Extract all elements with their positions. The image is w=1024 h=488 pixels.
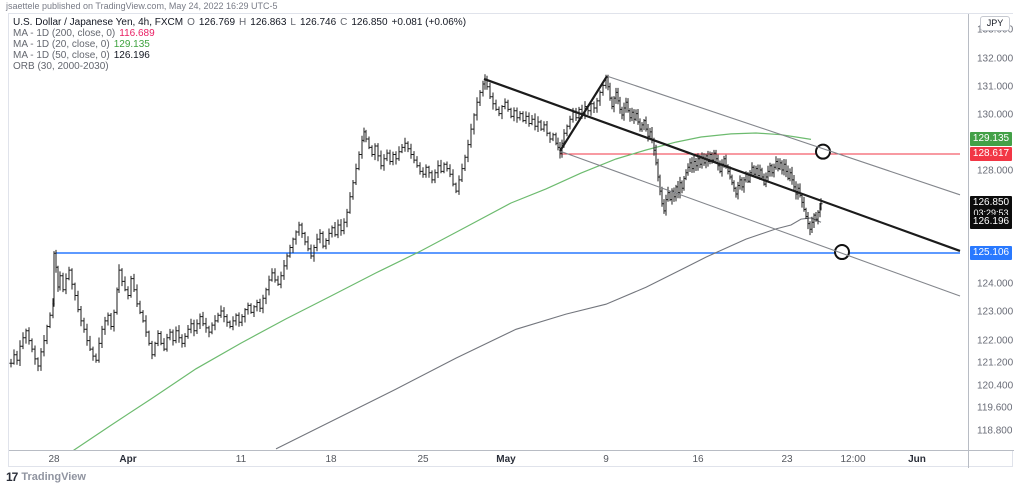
price-tick-label: 121.200 (977, 357, 1014, 369)
legend-text: ORB (30, 2000-2030) (13, 61, 109, 72)
legend-text: L (290, 17, 296, 28)
indicator-orb-row[interactable]: ORB (30, 2000-2030) (13, 61, 470, 72)
time-tick-label: 12:00 (840, 454, 866, 465)
badge-price: 129.135 (972, 133, 1010, 145)
legend-text: MA - 1D (200, close, 0) (13, 28, 116, 39)
legend-text: +0.081 (+0.06%) (391, 17, 467, 28)
price-tick-label: 128.000 (977, 165, 1014, 177)
time-tick-label: 18 (325, 454, 337, 465)
chart-legend: U.S. Dollar / Japanese Yen, 4h, FXCM O 126… (13, 17, 470, 72)
time-tick-label: Apr (119, 454, 137, 465)
ma20-line[interactable] (69, 132, 812, 450)
legend-text: 126.196 (113, 50, 150, 61)
legend-text: MA - 1D (20, close, 0) (13, 39, 110, 50)
price-tick-label: 122.000 (977, 335, 1014, 347)
time-tick-label: 25 (417, 454, 429, 465)
tradingview-logo-text: TradingView (21, 471, 86, 483)
price-tick-label: 120.400 (977, 380, 1014, 392)
legend-text: MA - 1D (50, close, 0) (13, 50, 110, 61)
hline-red-price-badge: 128.617 (970, 147, 1012, 161)
channel-upper-line[interactable] (606, 75, 961, 196)
price-tick-label: 123.000 (977, 306, 1014, 318)
price-tick-label: 131.000 (977, 81, 1014, 93)
badge-price: 125.106 (972, 247, 1010, 258)
time-axis[interactable]: 28 Apr 11 18 25 May 9 16 23 12:00 Jun (9, 450, 968, 468)
legend-text: C (340, 17, 348, 28)
channel-lower-line[interactable] (559, 150, 961, 297)
tradingview-attribution[interactable]: 17 TradingView (6, 470, 86, 484)
price-axis[interactable]: JPY 133.000132.000131.000130.000128.0001… (968, 14, 1013, 450)
price-tick-label: 118.800 (977, 425, 1013, 437)
attribution-text: jsaettele published on TradingView.com, … (6, 1, 278, 11)
time-tick-label: 11 (235, 454, 247, 465)
ma20-price-badge: 129.135 (970, 132, 1012, 147)
chart-widget: U.S. Dollar / Japanese Yen, 4h, FXCM O 126… (8, 13, 1014, 468)
price-bars[interactable] (9, 74, 823, 372)
price-tick-label: 119.600 (977, 402, 1013, 414)
legend-text: H (239, 17, 247, 28)
badge-price: 126.196 (972, 216, 1010, 228)
main-downtrend-line[interactable] (483, 77, 961, 252)
symbol-ohlc-row[interactable]: U.S. Dollar / Japanese Yen, 4h, FXCM O 126… (13, 17, 470, 28)
legend-text: O (187, 17, 195, 28)
chart-pane[interactable] (9, 14, 968, 450)
legend-text: 126.863 (250, 17, 287, 28)
time-tick-label: Jun (908, 454, 926, 465)
tradingview-logo-icon: 17 (6, 470, 18, 484)
time-axis-corner (968, 450, 1014, 468)
price-tick-label: 132.000 (977, 53, 1014, 65)
time-tick-label: 16 (692, 454, 704, 465)
indicator-ma50-row[interactable]: MA - 1D (50, close, 0) 126.196 (13, 50, 470, 61)
legend-text: 126.850 (351, 17, 388, 28)
ma50-price-badge: 126.196 (970, 215, 1012, 230)
time-tick-label: May (496, 454, 516, 465)
time-tick-label: 28 (48, 454, 60, 465)
time-tick-label: 23 (781, 454, 793, 465)
legend-text: 126.769 (198, 17, 236, 28)
legend-text: 129.135 (113, 39, 150, 50)
legend-text: 126.746 (299, 17, 337, 28)
bar-countdown: 03:29:53 (973, 207, 1009, 218)
ma50-line[interactable] (275, 217, 822, 450)
price-tick-label: 124.000 (977, 278, 1014, 290)
target-circle-lower[interactable] (834, 244, 850, 261)
hline-blue-price-badge: 125.106 (970, 246, 1012, 260)
legend-text: U.S. Dollar / Japanese Yen, 4h, FXCM (13, 17, 184, 28)
wedge-rising-line[interactable] (559, 75, 608, 152)
badge-price: 126.850 (972, 196, 1010, 208)
time-tick-label: 9 (603, 454, 609, 465)
badge-price: 128.617 (972, 148, 1010, 159)
indicator-ma20-row[interactable]: MA - 1D (20, close, 0) 129.135 (13, 39, 470, 50)
legend-text: 116.689 (119, 28, 155, 39)
currency-tab: JPY (980, 16, 1010, 31)
indicator-ma200-row[interactable]: MA - 1D (200, close, 0) 116.689 (13, 28, 470, 39)
price-tick-label: 130.000 (977, 109, 1014, 121)
